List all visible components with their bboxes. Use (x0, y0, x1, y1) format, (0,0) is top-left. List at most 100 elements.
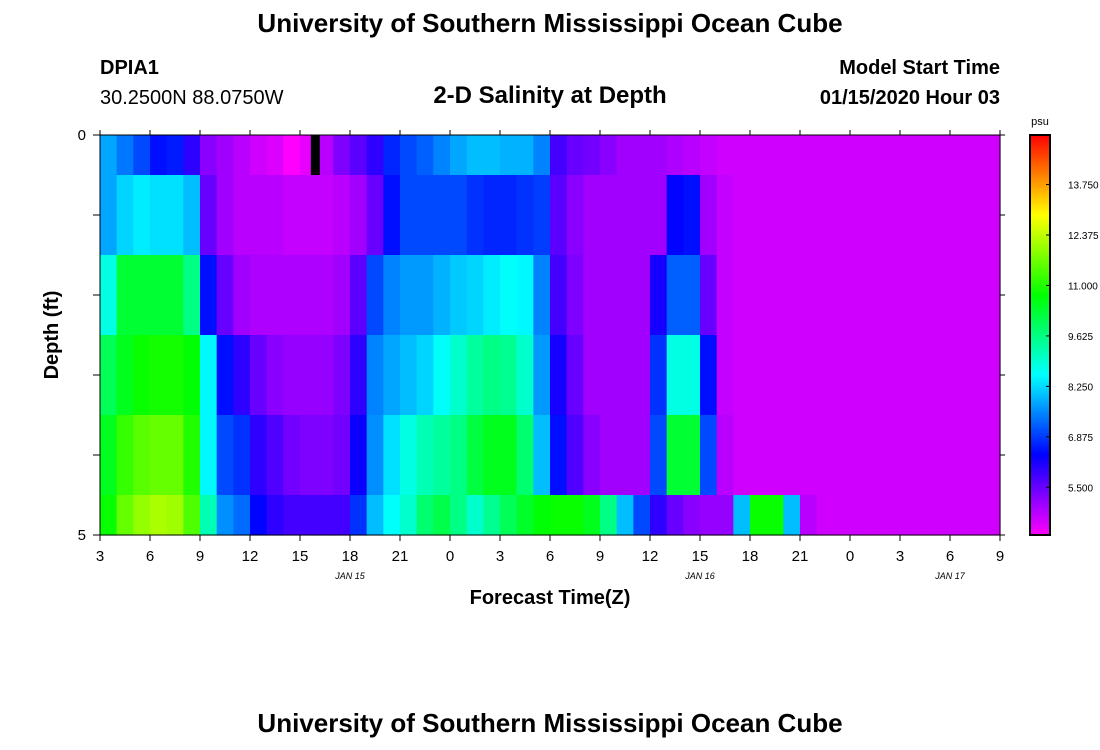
colorbar-swatch (1030, 169, 1050, 172)
colorbar-swatch (1030, 211, 1050, 214)
heatmap-cell (366, 135, 384, 176)
heatmap-cell (916, 255, 934, 336)
colorbar-swatch (1030, 421, 1050, 424)
colorbar-swatch (1030, 439, 1050, 442)
heatmap-cell (766, 335, 784, 416)
colorbar-swatch (1030, 327, 1050, 330)
heatmap-cell (200, 335, 218, 416)
colorbar-tick-label: 5.500 (1068, 483, 1093, 494)
colorbar-swatch (1030, 395, 1050, 398)
colorbar-swatch (1030, 189, 1050, 192)
colorbar-swatch (1030, 525, 1050, 528)
heatmap-cell (383, 255, 401, 336)
heatmap-cell (400, 175, 418, 256)
colorbar-swatch (1030, 137, 1050, 140)
heatmap-cell (333, 415, 351, 496)
chart-axes: 3 6 9 12 15 18 21 0 3 6 9 12 15 18 21 0 3 6 9 JAN 15 JAN 16 J… (78, 127, 1005, 581)
heatmap-cell (616, 335, 634, 416)
heatmap-cell (350, 175, 368, 256)
heatmap-cell (500, 175, 518, 256)
colorbar-swatch (1030, 315, 1050, 318)
colorbar-swatch (1030, 335, 1050, 338)
colorbar-swatch (1030, 471, 1050, 474)
heatmap-cell (833, 135, 851, 176)
heatmap-cell (516, 415, 534, 496)
colorbar-swatch (1030, 361, 1050, 364)
x-tick-label: 9 (196, 548, 204, 565)
heatmap-cell (700, 255, 718, 336)
heatmap-cell (266, 175, 284, 256)
heatmap-cell (783, 255, 801, 336)
heatmap-cell (883, 255, 901, 336)
heatmap-cell (216, 335, 234, 416)
colorbar-swatch (1030, 153, 1050, 156)
heatmap-cell (650, 415, 668, 496)
heatmap-cell (233, 495, 251, 536)
heatmap-cell (983, 415, 1001, 496)
heatmap-cell (850, 255, 868, 336)
heatmap-cell (616, 135, 634, 176)
heatmap-cell (183, 255, 201, 336)
colorbar-swatch (1030, 261, 1050, 264)
heatmap-cell (666, 135, 684, 176)
colorbar-swatch (1030, 337, 1050, 340)
x-tick-label: 21 (792, 548, 809, 565)
x-tick-label: 0 (846, 548, 854, 565)
colorbar-swatch (1030, 239, 1050, 242)
heatmap-cell (350, 135, 368, 176)
heatmap-cell (650, 255, 668, 336)
heatmap-cell (633, 135, 651, 176)
colorbar-swatch (1030, 243, 1050, 246)
heatmap-cell (333, 135, 351, 176)
colorbar-swatch (1030, 457, 1050, 460)
heatmap-cell (883, 135, 901, 176)
heatmap-cell (850, 495, 868, 536)
heatmap-cell (883, 415, 901, 496)
heatmap-cell (866, 495, 884, 536)
heatmap-cell (366, 415, 384, 496)
colorbar-swatch (1030, 377, 1050, 380)
heatmap-cell (266, 495, 284, 536)
colorbar-swatch (1030, 151, 1050, 154)
heatmap-cell (266, 335, 284, 416)
heatmap-cell (550, 255, 568, 336)
heatmap-cell (700, 495, 718, 536)
heatmap-cell (283, 415, 301, 496)
heatmap-cell (383, 135, 401, 176)
colorbar-swatch (1030, 437, 1050, 440)
heatmap-cell (983, 335, 1001, 416)
heatmap-cell (266, 255, 284, 336)
heatmap-cell (350, 415, 368, 496)
heatmap-cell (133, 335, 151, 416)
heatmap-cell (383, 415, 401, 496)
heatmap-cell (933, 335, 951, 416)
date-label: JAN 15 (334, 571, 366, 581)
colorbar-tick-label: 9.625 (1068, 332, 1093, 343)
heatmap-cell (766, 415, 784, 496)
colorbar-swatch (1030, 419, 1050, 422)
heatmap-cell (116, 255, 134, 336)
heatmap-cell (266, 135, 284, 176)
heatmap-cell (300, 175, 318, 256)
colorbar-swatch (1030, 465, 1050, 468)
colorbar-swatch (1030, 139, 1050, 142)
heatmap-cell (233, 415, 251, 496)
colorbar-swatch (1030, 505, 1050, 508)
heatmap-cell (633, 335, 651, 416)
colorbar-swatch (1030, 435, 1050, 438)
heatmap-cell (733, 255, 751, 336)
heatmap-cell (733, 415, 751, 496)
heatmap-cell (466, 135, 484, 176)
heatmap-cell (683, 335, 701, 416)
colorbar-swatch (1030, 273, 1050, 276)
colorbar-swatch (1030, 159, 1050, 162)
heatmap-cell (716, 175, 734, 256)
heatmap-cell (516, 335, 534, 416)
model-start-label: Model Start Time (839, 57, 1000, 79)
heatmap-cell (983, 175, 1001, 256)
x-tick-label: 9 (996, 548, 1004, 565)
colorbar-swatch (1030, 431, 1050, 434)
x-tick-label: 6 (946, 548, 954, 565)
heatmap-cell (166, 135, 184, 176)
heatmap-cell (966, 135, 984, 176)
